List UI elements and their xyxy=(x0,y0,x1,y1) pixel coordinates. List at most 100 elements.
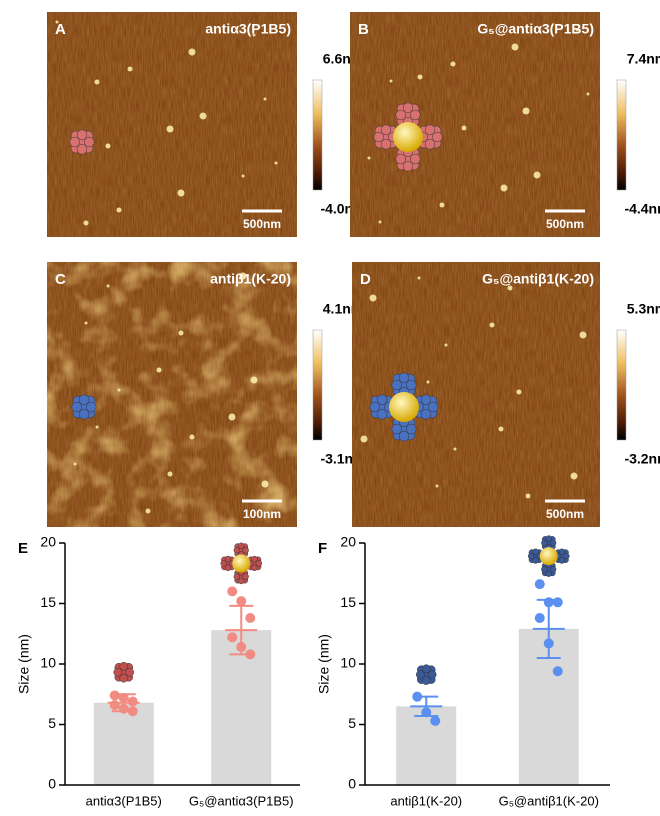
panel-label: G₅@antiα3(P1B5) xyxy=(477,21,594,37)
data-point xyxy=(227,632,237,642)
panel-letter: B xyxy=(358,21,369,38)
protein-icon xyxy=(416,671,424,679)
scale-bar-label: 500nm xyxy=(243,217,281,231)
protein-icon xyxy=(563,553,569,559)
afm-particle xyxy=(451,62,456,67)
gold-nanoparticle xyxy=(393,122,423,152)
protein-icon xyxy=(559,558,565,564)
protein-icon xyxy=(421,395,431,405)
afm-particle xyxy=(427,381,430,384)
afm-particle xyxy=(418,277,421,280)
protein-icon xyxy=(374,132,384,142)
scale-bar-label: 500nm xyxy=(546,217,584,231)
protein-icon xyxy=(77,130,87,140)
afm-particle xyxy=(499,427,504,432)
data-point xyxy=(245,613,255,623)
protein-icon xyxy=(406,380,416,390)
afm-particle xyxy=(242,175,245,178)
afm-particle xyxy=(189,49,196,56)
protein-icon xyxy=(432,132,442,142)
protein-icon xyxy=(238,578,244,584)
data-point xyxy=(535,613,545,623)
protein-icon xyxy=(559,549,565,555)
protein-icon xyxy=(406,424,416,434)
afm-particle xyxy=(190,435,195,440)
afm-particle xyxy=(107,285,110,288)
y-tick-label: 20 xyxy=(340,534,356,550)
protein-icon xyxy=(396,154,406,164)
colorbar-max: 5.3nm xyxy=(627,301,660,317)
afm-particle xyxy=(178,190,185,197)
scale-bar-label: 500nm xyxy=(546,507,584,521)
y-tick-label: 10 xyxy=(40,655,56,671)
afm-particle xyxy=(167,126,174,133)
protein-icon xyxy=(225,565,231,571)
protein-icon xyxy=(120,662,128,670)
protein-icon xyxy=(528,553,534,559)
protein-icon xyxy=(256,560,262,566)
afm-particle xyxy=(587,93,590,96)
afm-particle xyxy=(580,332,587,339)
y-tick-label: 10 xyxy=(340,655,356,671)
protein-icon xyxy=(234,574,240,580)
bar xyxy=(396,706,456,785)
protein-icon xyxy=(541,566,547,572)
bar xyxy=(94,703,154,785)
protein-icon xyxy=(126,668,134,676)
protein-icon xyxy=(422,665,430,673)
protein-icon xyxy=(546,571,552,577)
afm-particle xyxy=(512,44,519,51)
data-point xyxy=(227,586,237,596)
y-tick-label: 15 xyxy=(40,594,56,610)
colorbar xyxy=(313,330,322,440)
y-tick-label: 0 xyxy=(48,776,56,792)
protein-icon xyxy=(399,431,409,441)
afm-particle xyxy=(454,448,457,451)
gold-nanoparticle xyxy=(389,392,419,422)
protein-icon xyxy=(238,543,244,549)
data-point xyxy=(430,716,440,726)
protein-icon xyxy=(225,556,231,562)
data-point xyxy=(128,697,138,707)
protein-icon xyxy=(425,125,435,135)
gold-nanoparticle xyxy=(232,554,250,572)
afm-particle xyxy=(157,368,162,373)
protein-icon xyxy=(396,110,406,120)
protein-icon xyxy=(243,547,249,553)
afm-particle xyxy=(264,98,267,101)
data-point xyxy=(236,596,246,606)
panel-letter: E xyxy=(18,540,28,557)
afm-particle xyxy=(490,323,495,328)
protein-icon xyxy=(546,536,552,542)
afm-particle xyxy=(118,389,121,392)
y-tick-label: 15 xyxy=(340,594,356,610)
protein-icon xyxy=(377,409,387,419)
afm-particle xyxy=(106,144,111,149)
panel-letter: C xyxy=(55,271,66,288)
afm-particle xyxy=(117,208,122,213)
panel-letter: D xyxy=(360,271,371,288)
protein-icon xyxy=(77,144,87,154)
y-tick-label: 20 xyxy=(40,534,56,550)
protein-icon xyxy=(399,373,409,383)
panel-label: G₅@antiβ1(K-20) xyxy=(482,271,594,287)
colorbar-min: -4.4nm xyxy=(624,201,660,217)
data-point xyxy=(110,690,120,700)
data-point xyxy=(535,579,545,589)
afm-particle xyxy=(436,485,439,488)
colorbar xyxy=(617,330,626,440)
afm-particle xyxy=(462,126,467,131)
colorbar-min: -3.2nm xyxy=(624,451,660,467)
afm-particle xyxy=(523,108,530,115)
y-tick-label: 0 xyxy=(348,776,356,792)
protein-icon xyxy=(422,677,430,685)
data-point xyxy=(553,597,563,607)
x-tick-label: antiα3(P1B5) xyxy=(86,793,162,808)
protein-icon xyxy=(120,674,128,682)
protein-icon xyxy=(403,161,413,171)
protein-icon xyxy=(428,402,438,412)
protein-icon xyxy=(541,540,547,546)
colorbar-max: 7.4nm xyxy=(627,51,660,67)
protein-icon xyxy=(221,560,227,566)
protein-icon xyxy=(428,671,436,679)
